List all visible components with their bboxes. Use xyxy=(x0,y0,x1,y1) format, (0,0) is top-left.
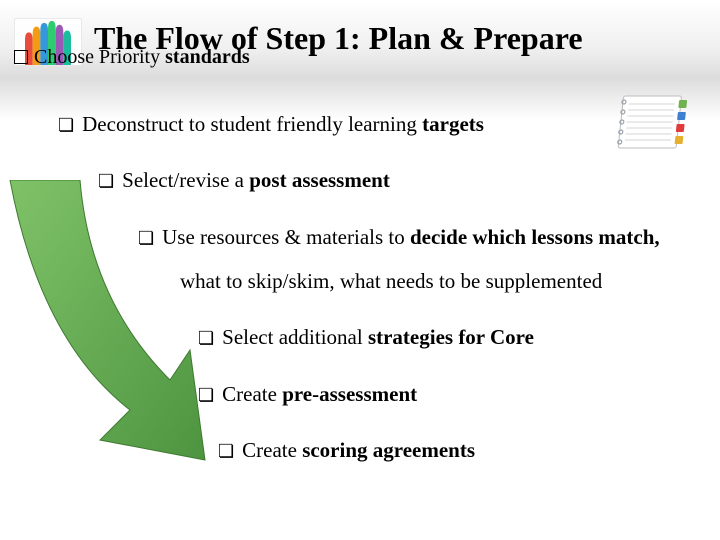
item-bold: pre-assessment xyxy=(282,382,417,406)
item-strategies: ❏Select additional strategies for Core xyxy=(198,323,710,351)
item-text: Create xyxy=(222,382,282,406)
item-text: Create xyxy=(242,438,302,462)
notebook-icon xyxy=(614,92,694,154)
item-bold: decide which lessons match, xyxy=(410,225,660,249)
item-bold: standards xyxy=(165,46,249,68)
item-text: Choose Priority xyxy=(34,46,165,68)
bullet-icon: ❏ xyxy=(218,441,234,461)
item-pre-assessment: ❏Create pre-assessment xyxy=(198,380,710,408)
checkbox-icon xyxy=(14,50,28,64)
green-arrow-icon xyxy=(0,180,210,480)
item-bold: scoring agreements xyxy=(302,438,475,462)
item-text: Deconstruct to student friendly learning xyxy=(82,112,422,136)
item-bold: post assessment xyxy=(249,168,390,192)
item-resources: ❏Use resources & materials to decide whi… xyxy=(138,223,710,251)
bullet-icon: ❏ xyxy=(58,115,74,135)
item-bold: strategies for Core xyxy=(368,325,534,349)
item-deconstruct: ❏ Deconstruct to student friendly learnin… xyxy=(58,110,710,138)
item-choose-standards: Choose Priority standards xyxy=(14,46,250,69)
item-text: Select additional xyxy=(222,325,368,349)
item-bold: targets xyxy=(422,112,484,136)
item-resources-cont: what to skip/skim, what needs to be supp… xyxy=(158,267,710,295)
item-text: what to skip/skim, what needs to be supp… xyxy=(180,269,602,293)
slide: The Flow of Step 1: Plan & Prepare Choos… xyxy=(0,0,720,540)
item-scoring: ❏ Create scoring agreements xyxy=(218,436,710,464)
